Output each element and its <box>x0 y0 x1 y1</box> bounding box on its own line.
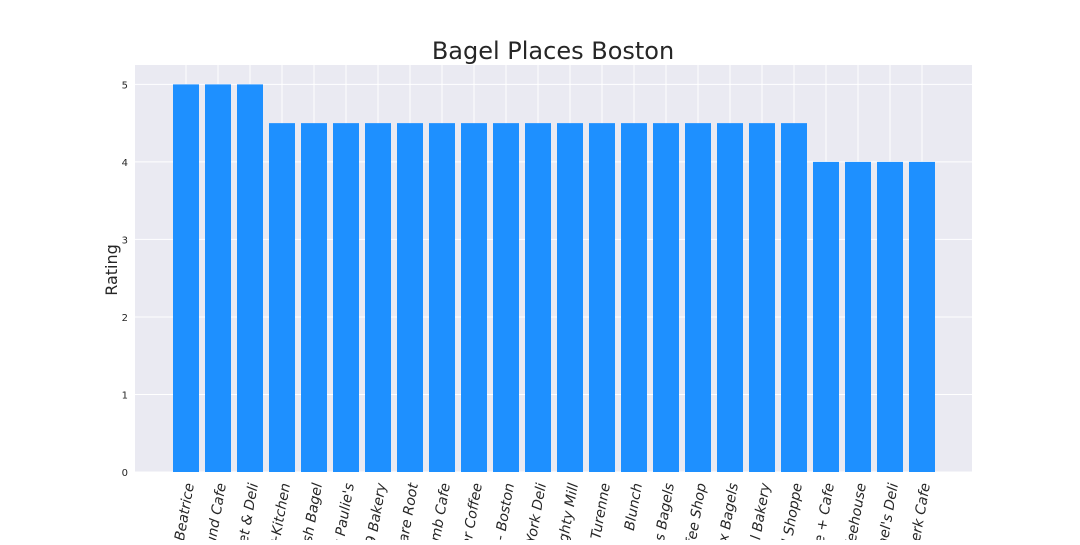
x-tick-labels: Beatrice und Cafe ket & Deli +Kitchen sh Bag… <box>172 481 934 545</box>
bar <box>493 123 519 473</box>
x-tick-label: York Deli <box>524 482 550 540</box>
bar <box>269 123 295 473</box>
x-tick-label: +Kitchen <box>267 482 294 540</box>
bar <box>653 123 679 473</box>
y-axis-label: Rating <box>102 244 121 296</box>
bar <box>237 84 263 472</box>
x-tick-label: Beatrice <box>172 482 198 540</box>
bar <box>333 123 359 473</box>
x-tick-label: Turenne <box>588 482 614 540</box>
bar <box>173 84 199 472</box>
x-tick-label: ffeehouse <box>842 482 870 540</box>
x-tick-label: ffee Shop <box>683 482 710 540</box>
bar <box>301 123 327 473</box>
bar <box>877 161 903 472</box>
y-tick-label: 5 <box>122 80 128 91</box>
x-tick-label: s Bagels <box>652 482 678 540</box>
x-tick-label: are Root <box>396 481 422 540</box>
x-tick-label: ighty Mill <box>555 482 582 540</box>
bar <box>621 123 647 473</box>
bar <box>397 123 423 473</box>
x-tick-label: und Cafe <box>203 482 230 540</box>
x-tick-label: ket & Deli <box>234 482 262 540</box>
bar <box>909 161 935 472</box>
x-tick-label: e + Cafe <box>812 482 838 540</box>
y-tick-label: 1 <box>122 390 128 401</box>
x-tick-label: 9 Bakery <box>363 481 390 540</box>
bar <box>717 123 743 473</box>
bar <box>589 123 615 473</box>
bar <box>205 84 231 472</box>
y-tick-labels: 0 1 2 3 4 5 <box>122 80 128 479</box>
x-tick-label: el Bakery <box>747 481 774 540</box>
y-tick-label: 2 <box>122 313 128 324</box>
y-tick-label: 4 <box>122 158 128 169</box>
bar <box>685 123 711 473</box>
x-tick-label: sh Bagel <box>300 482 326 540</box>
x-tick-label: l Shoppe <box>780 482 806 540</box>
chart-title: Bagel Places Boston <box>432 37 674 65</box>
x-tick-label: er Coffee <box>459 482 486 540</box>
y-tick-label: 0 <box>122 468 128 479</box>
bar <box>749 123 775 473</box>
x-tick-label: Perk Cafe <box>907 482 934 540</box>
bar <box>525 123 551 473</box>
y-tick-label: 3 <box>122 235 128 246</box>
x-tick-label: ox Bagels <box>714 482 742 540</box>
bar <box>781 123 807 473</box>
bar <box>845 161 871 472</box>
bar <box>429 123 455 473</box>
bar <box>813 161 839 472</box>
bar <box>461 123 487 473</box>
x-tick-label: Blunch <box>622 482 646 532</box>
bar <box>365 123 391 473</box>
x-tick-label: t Paulie's <box>331 482 358 540</box>
bar <box>557 123 583 473</box>
x-tick-label: - Boston <box>492 482 518 540</box>
x-tick-label: omb Cafe <box>426 482 453 540</box>
bars <box>173 84 935 473</box>
x-tick-label: ael's Deli <box>875 482 902 540</box>
